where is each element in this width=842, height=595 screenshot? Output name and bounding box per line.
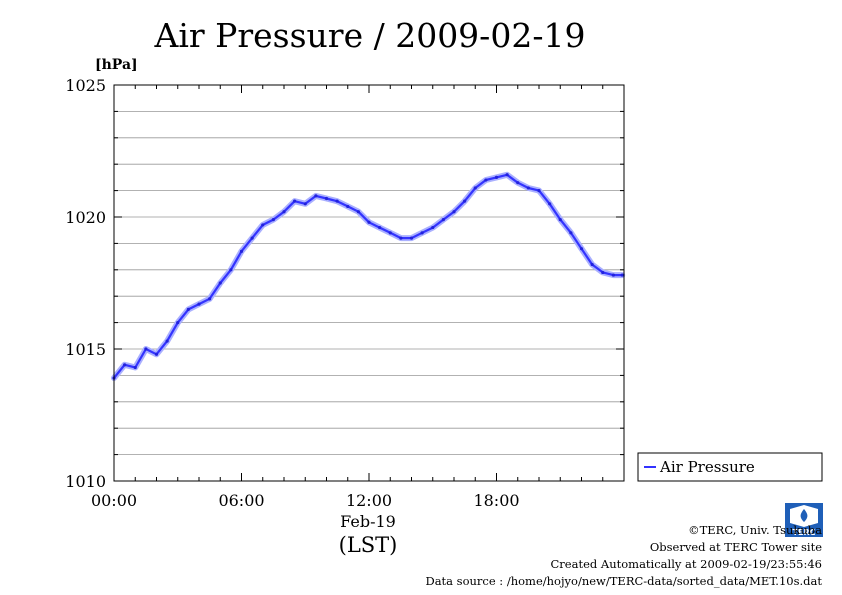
data-point xyxy=(271,218,275,222)
credits-block: ©TERC, Univ. Tsukuba Observed at TERC To… xyxy=(425,522,822,590)
x-tick-label: 12:00 xyxy=(346,491,392,510)
y-tick-label: 1025 xyxy=(65,76,106,95)
data-point xyxy=(558,218,562,222)
data-point xyxy=(356,210,360,214)
data-point xyxy=(463,199,467,203)
data-point xyxy=(197,302,201,306)
data-point xyxy=(494,175,499,179)
data-point xyxy=(516,181,520,185)
data-point xyxy=(346,204,350,209)
data-point xyxy=(229,268,233,272)
data-point xyxy=(303,202,307,206)
data-point xyxy=(208,297,212,301)
data-point xyxy=(239,249,244,253)
y-axis-unit: [hPa] xyxy=(95,57,138,73)
data-point xyxy=(601,270,605,275)
legend: Air Pressure xyxy=(637,452,823,482)
data-point xyxy=(293,199,297,203)
data-point xyxy=(165,339,169,343)
y-tick-label: 1020 xyxy=(65,208,106,227)
data-point xyxy=(367,220,371,224)
data-point xyxy=(505,173,509,177)
data-point xyxy=(186,307,190,311)
data-point xyxy=(484,178,488,182)
data-point xyxy=(176,321,180,325)
x-tick-label: 00:00 xyxy=(91,491,137,510)
data-point xyxy=(324,196,329,201)
data-point xyxy=(452,210,456,214)
data-point xyxy=(388,231,392,235)
data-point xyxy=(144,347,148,351)
data-point xyxy=(250,236,254,240)
data-source-text: Data source : /home/hojyo/new/TERC-data/… xyxy=(425,574,822,588)
data-point xyxy=(218,281,222,285)
data-point xyxy=(590,262,594,267)
data-point xyxy=(261,223,265,227)
x-tick-label: 18:00 xyxy=(473,491,519,510)
x-tick-label: 06:00 xyxy=(218,491,264,510)
data-point xyxy=(611,273,615,277)
observed-text: Observed at TERC Tower site xyxy=(649,540,822,554)
data-point xyxy=(569,231,573,235)
data-point xyxy=(378,225,382,230)
tick-labels: 1010 1015 1020 1025 00:00 06:00 12:00 18:00 xyxy=(65,76,519,510)
series-layer xyxy=(111,171,626,381)
data-point xyxy=(123,363,127,367)
data-point xyxy=(537,189,541,193)
data-point xyxy=(409,236,414,240)
grid-lines xyxy=(114,111,624,456)
plot-frame xyxy=(113,84,625,482)
series-line xyxy=(112,173,624,380)
y-tick-label: 1015 xyxy=(65,340,106,359)
data-point xyxy=(441,218,445,222)
terc-logo-icon: TERC xyxy=(785,503,823,537)
data-point xyxy=(154,352,159,356)
data-point xyxy=(314,194,318,198)
data-point xyxy=(579,247,584,251)
data-point xyxy=(399,236,403,240)
y-tick-label: 1010 xyxy=(65,472,106,491)
data-point xyxy=(620,273,624,277)
data-point xyxy=(526,186,530,190)
data-point xyxy=(335,199,339,203)
data-point xyxy=(282,210,286,214)
data-point xyxy=(420,231,424,235)
legend-label: Air Pressure xyxy=(659,458,755,476)
data-point xyxy=(133,365,137,370)
logo-text: TERC xyxy=(793,528,816,537)
series-halo xyxy=(111,171,626,381)
created-text: Created Automatically at 2009-02-19/23:5… xyxy=(550,557,823,571)
x-axis-date-label: Feb-19 xyxy=(340,512,396,531)
chart-title: Air Pressure / 2009-02-19 xyxy=(154,16,586,55)
data-point xyxy=(548,202,552,206)
legend-box xyxy=(637,452,823,482)
axes xyxy=(113,84,625,482)
data-point xyxy=(473,186,477,190)
copyright-text: ©TERC, Univ. Tsukuba xyxy=(688,523,822,537)
data-point xyxy=(431,225,435,230)
x-axis-timezone-label: (LST) xyxy=(339,533,398,557)
